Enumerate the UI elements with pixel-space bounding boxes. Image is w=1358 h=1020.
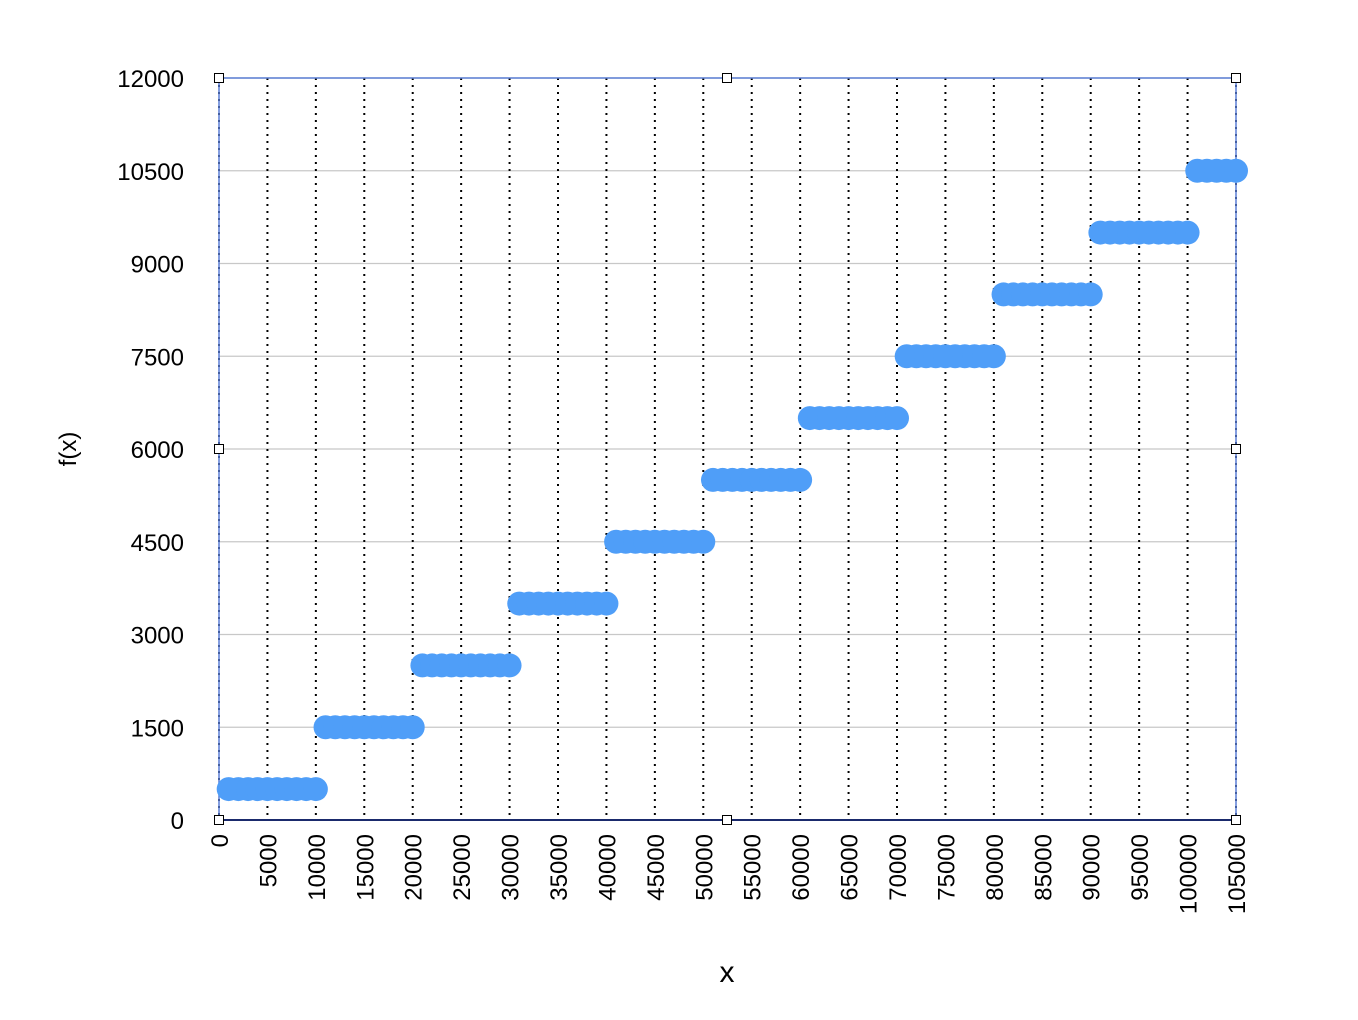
x-tick-label: 65000 xyxy=(837,834,864,901)
handle xyxy=(214,73,224,83)
y-tick-label: 9000 xyxy=(131,252,184,279)
x-tick-label: 80000 xyxy=(982,834,1009,901)
x-tick-label: 70000 xyxy=(885,834,912,901)
y-tick-label: 0 xyxy=(171,808,184,835)
grid xyxy=(218,77,1237,821)
point xyxy=(1175,220,1200,245)
x-tick-label: 45000 xyxy=(643,834,670,901)
point xyxy=(788,467,813,492)
handle xyxy=(214,444,224,454)
y-tick-label: 6000 xyxy=(131,437,184,464)
x-tick-label: 55000 xyxy=(740,834,767,901)
handle xyxy=(722,815,732,825)
x-tick-label: 25000 xyxy=(449,834,476,901)
x-tick-label: 5000 xyxy=(255,834,282,887)
point xyxy=(691,529,716,554)
y-tick-label: 12000 xyxy=(117,66,184,93)
points xyxy=(216,158,1248,802)
handle xyxy=(214,815,224,825)
x-tick-label: 40000 xyxy=(594,834,621,901)
point xyxy=(885,406,909,431)
point xyxy=(1078,282,1103,307)
handle xyxy=(1231,73,1241,83)
point xyxy=(400,715,425,740)
handle xyxy=(722,73,732,83)
x-tick-label: 60000 xyxy=(788,834,815,901)
x-tick-label: 100000 xyxy=(1176,834,1203,914)
x-tick-label: 0 xyxy=(207,834,234,847)
x-tick-label: 30000 xyxy=(498,834,525,901)
point xyxy=(497,653,522,678)
handle xyxy=(1231,815,1241,825)
x-tick-label: 20000 xyxy=(401,834,428,901)
y-axis-label: f(x) xyxy=(55,432,82,467)
x-tick-label: 50000 xyxy=(691,834,718,901)
x-tick-label: 35000 xyxy=(546,834,573,901)
point xyxy=(1224,158,1248,183)
x-tick-label: 15000 xyxy=(352,834,379,901)
point xyxy=(981,344,1006,369)
x-tick-label: 105000 xyxy=(1224,834,1251,914)
y-tick-label: 7500 xyxy=(131,344,184,371)
point xyxy=(303,777,328,802)
tick-labels: 0 1500 3000 4500 6000 7500 9000 10500 12000 0 5000… xyxy=(117,66,1251,914)
y-tick-label: 4500 xyxy=(131,530,184,557)
selection-handles xyxy=(214,73,1241,825)
x-tick-label: 85000 xyxy=(1030,834,1057,901)
handle xyxy=(1231,444,1241,454)
x-tick-label: 75000 xyxy=(933,834,960,901)
x-tick-label: 10000 xyxy=(304,834,331,901)
y-tick-label: 3000 xyxy=(131,623,184,650)
y-tick-label: 10500 xyxy=(117,159,184,186)
y-tick-label: 1500 xyxy=(131,715,184,742)
x-tick-label: 90000 xyxy=(1079,834,1106,901)
x-tick-label: 95000 xyxy=(1127,834,1154,901)
point xyxy=(594,591,619,616)
x-axis-label: x xyxy=(720,956,735,989)
